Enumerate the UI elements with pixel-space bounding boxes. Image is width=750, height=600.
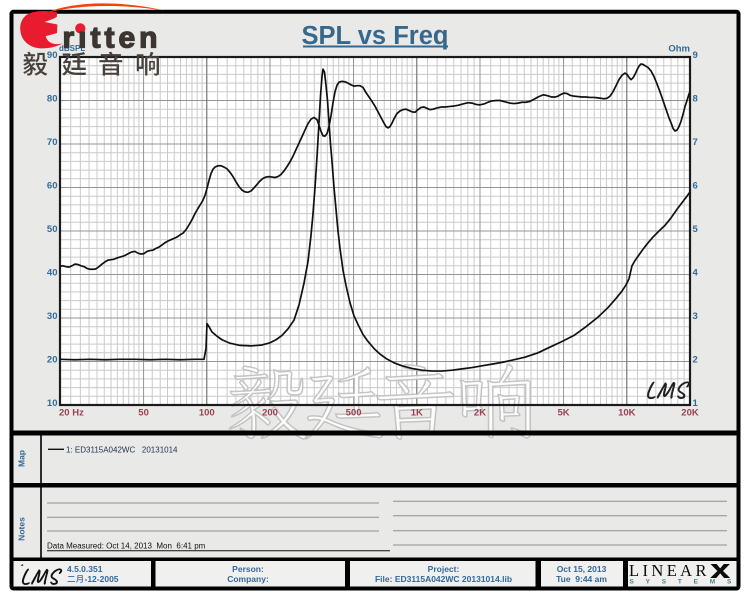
svg-text:Notes: Notes xyxy=(17,517,27,541)
svg-text:7: 7 xyxy=(693,137,698,148)
svg-text:10K: 10K xyxy=(618,408,636,419)
svg-text:Ohm: Ohm xyxy=(668,44,690,55)
svg-text:200: 200 xyxy=(262,408,278,419)
svg-text:80: 80 xyxy=(47,94,58,105)
svg-text:20K: 20K xyxy=(681,408,699,419)
svg-text:dBSPL: dBSPL xyxy=(59,44,85,53)
svg-text:5K: 5K xyxy=(558,408,570,419)
svg-text:File: ED3115A042WC 20131014.li: File: ED3115A042WC 20131014.lib xyxy=(375,574,512,584)
svg-text:SYSTEMS: SYSTEMS xyxy=(630,578,744,585)
svg-text:Data Measured: Oct 14, 2013 M: Data Measured: Oct 14, 2013 Mon 6:41 pm xyxy=(47,542,206,551)
svg-text:SPL vs Freq: SPL vs Freq xyxy=(302,22,449,50)
svg-text:Map: Map xyxy=(17,450,27,467)
svg-text:20: 20 xyxy=(47,355,58,366)
svg-text:2K: 2K xyxy=(474,408,486,419)
svg-text:5: 5 xyxy=(693,224,699,235)
svg-text:50: 50 xyxy=(138,408,149,419)
svg-text:3: 3 xyxy=(693,311,698,322)
svg-text:6: 6 xyxy=(693,181,698,192)
svg-text:30: 30 xyxy=(47,311,58,322)
svg-text:4.5.0.351: 4.5.0.351 xyxy=(67,564,103,574)
svg-text:Person:: Person: xyxy=(232,564,264,574)
svg-text:1K: 1K xyxy=(411,408,423,419)
svg-text:40: 40 xyxy=(47,268,58,279)
svg-text:-12-2005: -12-2005 xyxy=(85,574,119,584)
svg-text:9: 9 xyxy=(693,50,698,61)
svg-text:500: 500 xyxy=(346,408,362,419)
svg-text:70: 70 xyxy=(47,137,58,148)
svg-text:1: 1 xyxy=(693,398,699,409)
svg-text:1: ED3115A042WC 20131014: 1: ED3115A042WC 20131014 xyxy=(66,446,178,455)
svg-text:4: 4 xyxy=(693,268,699,279)
svg-text:2: 2 xyxy=(693,355,698,366)
svg-text:90: 90 xyxy=(47,50,58,61)
svg-text:Tue 9:44 am: Tue 9:44 am xyxy=(556,574,607,584)
svg-text:60: 60 xyxy=(47,181,58,192)
svg-text:8: 8 xyxy=(693,94,698,105)
svg-text:Project:: Project: xyxy=(428,564,460,574)
svg-text:rıtten: rıtten xyxy=(63,22,162,55)
svg-text:Company:: Company: xyxy=(227,574,269,584)
svg-text:50: 50 xyxy=(47,224,58,235)
svg-text:LINEAR: LINEAR xyxy=(629,561,710,580)
svg-text:100: 100 xyxy=(199,408,215,419)
svg-text:10: 10 xyxy=(47,398,58,409)
svg-text:Oct 15, 2013: Oct 15, 2013 xyxy=(557,564,607,574)
svg-text:20 Hz: 20 Hz xyxy=(59,408,84,419)
